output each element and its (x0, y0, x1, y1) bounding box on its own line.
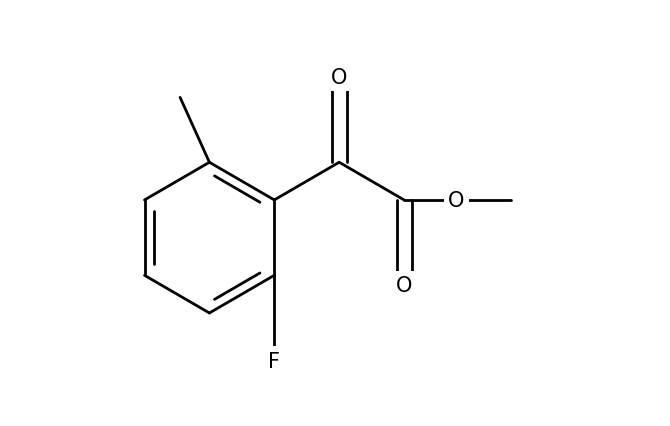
Text: O: O (331, 68, 347, 88)
Text: F: F (268, 351, 280, 371)
Text: O: O (396, 276, 412, 296)
Text: O: O (448, 190, 464, 210)
